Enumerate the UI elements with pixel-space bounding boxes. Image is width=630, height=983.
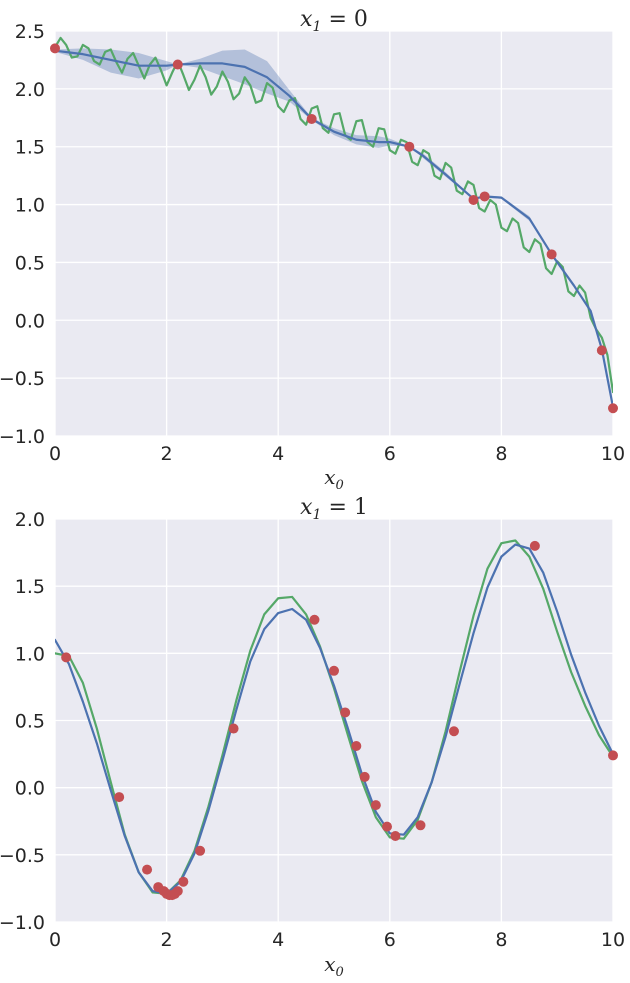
- sample-point: [195, 845, 206, 856]
- sample-point: [306, 113, 317, 124]
- sample-point: [370, 800, 381, 811]
- sample-point: [529, 540, 540, 551]
- y-tick-label: 1.0: [15, 195, 45, 217]
- x-tick-label: 2: [161, 443, 173, 465]
- chart-top: 0 2 4 6 8 10−1.0−0.50.00.51.01.52.02.5 x1 = 0x…: [0, 7, 625, 493]
- sample-point: [340, 707, 351, 718]
- sample-point: [228, 723, 239, 734]
- x-axis-label: x0: [324, 952, 344, 980]
- sample-point: [448, 726, 459, 737]
- title-rest: = 1: [321, 495, 367, 520]
- sample-point: [359, 771, 370, 782]
- sample-point: [608, 750, 618, 761]
- x-tick-label: 10: [601, 929, 625, 951]
- xlabel-sub: 0: [336, 965, 344, 980]
- series-line-model-mean: [55, 543, 613, 895]
- y-tick-label: 0.5: [15, 711, 45, 733]
- sample-point: [172, 59, 183, 70]
- sample-point: [382, 821, 393, 832]
- x-axis-label: x0: [324, 465, 344, 493]
- y-tick-label: 1.5: [15, 137, 45, 159]
- xlabel-var: x: [324, 465, 335, 489]
- x-tick-label: 0: [49, 929, 61, 951]
- sample-point: [415, 820, 426, 831]
- sample-point: [50, 43, 60, 54]
- y-tick-label: 0.0: [15, 310, 45, 332]
- title-var: x: [300, 495, 313, 520]
- title-var: x: [300, 7, 313, 32]
- sample-point: [390, 831, 401, 842]
- y-tick-label: −1.0: [0, 426, 45, 448]
- x-tick-label: 8: [495, 929, 507, 951]
- title-sub: 1: [313, 19, 322, 35]
- sample-point: [596, 345, 607, 356]
- xlabel-sub: 0: [336, 478, 344, 493]
- x-tick-label: 0: [49, 443, 61, 465]
- sample-point: [172, 886, 183, 897]
- plot-content: [55, 36, 613, 409]
- y-tick-label: 0.5: [15, 252, 45, 274]
- x-tick-label: 4: [272, 443, 284, 465]
- y-tick-label: 2.0: [15, 509, 45, 531]
- y-tick-label: 1.0: [15, 643, 45, 665]
- chart-title: x1 = 1: [300, 495, 368, 523]
- title-rest: = 0: [321, 7, 367, 32]
- sample-point: [479, 191, 490, 202]
- sample-point: [546, 249, 557, 260]
- series-line-model-mean: [55, 49, 613, 409]
- title-sub: 1: [313, 507, 322, 523]
- sample-point: [142, 864, 153, 875]
- y-tick-label: 0.0: [15, 778, 45, 800]
- sample-point: [178, 876, 189, 887]
- y-tick-label: −0.5: [0, 368, 45, 390]
- xlabel-var: x: [324, 952, 335, 976]
- plot-content: [55, 539, 613, 895]
- sample-point: [114, 792, 125, 803]
- sample-point: [351, 741, 362, 752]
- x-tick-label: 6: [384, 929, 396, 951]
- y-tick-label: −0.5: [0, 845, 45, 867]
- chart-bottom: 0 2 4 6 8 10−1.0−0.50.00.51.01.52.0 x1 = 1x0: [0, 495, 625, 980]
- sample-point: [468, 194, 479, 205]
- x-tick-label: 10: [601, 443, 625, 465]
- plot-area: [55, 31, 613, 436]
- sample-point: [404, 141, 415, 152]
- x-tick-label: 4: [272, 929, 284, 951]
- sample-point: [608, 403, 618, 414]
- y-tick-label: 2.5: [15, 21, 45, 43]
- chart-title: x1 = 0: [300, 7, 368, 35]
- y-tick-label: 1.5: [15, 576, 45, 598]
- sample-point: [61, 652, 72, 663]
- x-tick-label: 8: [495, 443, 507, 465]
- y-tick-label: −1.0: [0, 912, 45, 934]
- y-tick-label: 2.0: [15, 79, 45, 101]
- sample-point: [329, 665, 339, 676]
- sample-point: [309, 614, 320, 625]
- x-tick-label: 6: [384, 443, 396, 465]
- series-line-true-function: [55, 36, 613, 394]
- x-tick-label: 2: [161, 929, 173, 951]
